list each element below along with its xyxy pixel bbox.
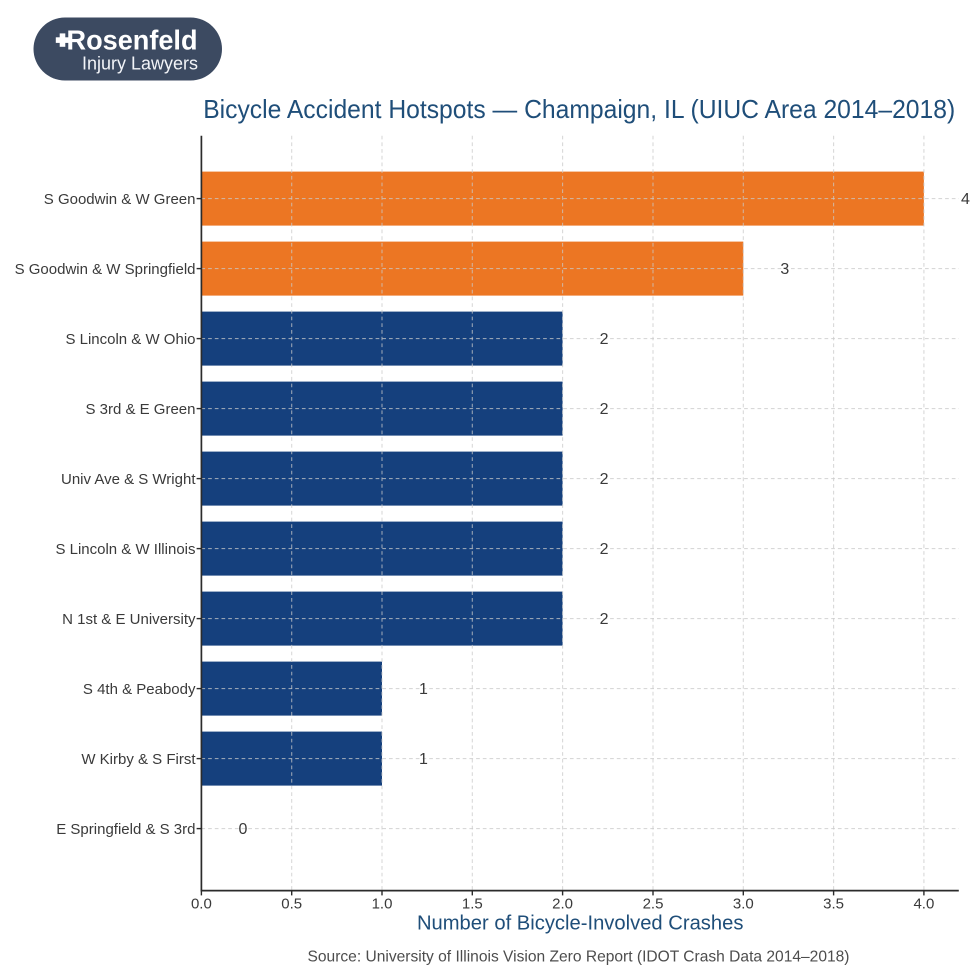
- svg-text:4.0: 4.0: [913, 895, 934, 912]
- svg-text:Univ Ave & S Wright: Univ Ave & S Wright: [61, 471, 196, 488]
- svg-text:S Goodwin & W Green: S Goodwin & W Green: [44, 191, 196, 208]
- svg-text:Rosenfeld: Rosenfeld: [67, 25, 198, 56]
- svg-text:Injury Lawyers: Injury Lawyers: [82, 53, 198, 73]
- svg-text:Number of Bicycle-Involved Cra: Number of Bicycle-Involved Crashes: [417, 912, 744, 935]
- svg-text:1.5: 1.5: [462, 895, 483, 912]
- svg-text:S Lincoln & W Ohio: S Lincoln & W Ohio: [65, 331, 195, 348]
- svg-text:4: 4: [961, 191, 970, 208]
- svg-text:3.0: 3.0: [733, 895, 754, 912]
- svg-text:0.0: 0.0: [191, 895, 212, 912]
- svg-text:1.0: 1.0: [372, 895, 393, 912]
- svg-text:2: 2: [600, 331, 609, 348]
- svg-text:S 3rd & E Green: S 3rd & E Green: [85, 401, 195, 418]
- svg-text:2.5: 2.5: [643, 895, 664, 912]
- svg-text:2: 2: [600, 611, 609, 628]
- svg-text:3: 3: [780, 261, 789, 278]
- svg-text:2: 2: [600, 471, 609, 488]
- svg-text:Source: University of Illinois: Source: University of Illinois Vision Ze…: [308, 948, 850, 965]
- svg-text:E Springfield & S 3rd: E Springfield & S 3rd: [56, 821, 195, 838]
- svg-text:S 4th & Peabody: S 4th & Peabody: [83, 681, 196, 698]
- svg-text:S Lincoln & W Illinois: S Lincoln & W Illinois: [55, 541, 195, 558]
- svg-text:3.5: 3.5: [823, 895, 844, 912]
- svg-text:W Kirby & S First: W Kirby & S First: [81, 751, 196, 768]
- svg-text:S Goodwin & W Springfield: S Goodwin & W Springfield: [15, 261, 196, 278]
- svg-text:2: 2: [600, 541, 609, 558]
- svg-text:0: 0: [238, 821, 247, 838]
- svg-text:2.0: 2.0: [552, 895, 573, 912]
- svg-text:Bicycle Accident Hotspots — Ch: Bicycle Accident Hotspots — Champaign, I…: [203, 94, 955, 124]
- svg-text:1: 1: [419, 681, 428, 698]
- svg-text:2: 2: [600, 401, 609, 418]
- svg-text:1: 1: [419, 751, 428, 768]
- svg-text:0.5: 0.5: [281, 895, 302, 912]
- svg-text:N 1st & E University: N 1st & E University: [62, 611, 196, 628]
